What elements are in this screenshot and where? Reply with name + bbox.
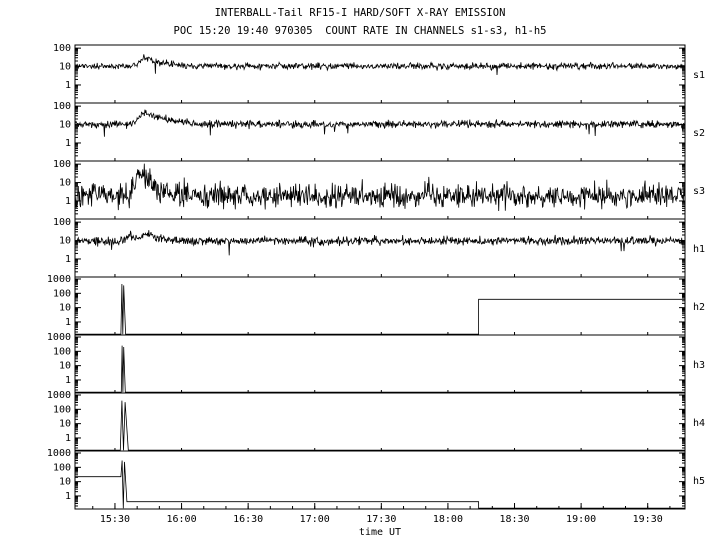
panel-frame-s3 — [74, 160, 686, 220]
ytick-label-s2: 100 — [53, 101, 71, 112]
series-s1 — [74, 54, 686, 76]
series-h5 — [75, 460, 685, 509]
ytick-label-h5: 1000 — [47, 448, 71, 459]
panel-frame-h3 — [74, 334, 686, 394]
ytick-label-h2: 1000 — [47, 274, 71, 285]
series-s2 — [74, 109, 686, 137]
ytick-label-h5: 100 — [53, 462, 71, 473]
ytick-label-h1: 1 — [65, 254, 71, 265]
ytick-label-h2: 10 — [59, 303, 71, 314]
series-h3 — [75, 345, 685, 393]
panel-frame-h2 — [74, 276, 686, 336]
panel-label-h4: h4 — [693, 418, 705, 429]
panel-frame-h1 — [74, 218, 686, 278]
ytick-label-h2: 1 — [65, 317, 71, 328]
xtick-label: 16:30 — [233, 514, 263, 525]
ytick-label-h4: 1000 — [47, 390, 71, 401]
ytick-label-h4: 10 — [59, 419, 71, 430]
ytick-label-h4: 100 — [53, 404, 71, 415]
panel-frame-s1 — [74, 44, 686, 104]
series-h2 — [75, 283, 685, 335]
ytick-label-h1: 100 — [53, 217, 71, 228]
ytick-label-h3: 1 — [65, 375, 71, 386]
xtick-label: 19:00 — [566, 514, 596, 525]
ytick-label-s3: 1 — [65, 196, 71, 207]
ytick-label-s1: 100 — [53, 43, 71, 54]
ytick-label-s3: 100 — [53, 159, 71, 170]
ytick-label-h4: 1 — [65, 433, 71, 444]
xtick-label: 15:30 — [100, 514, 130, 525]
panel-label-h2: h2 — [693, 302, 705, 313]
xtick-label: 18:30 — [499, 514, 529, 525]
ytick-label-h3: 100 — [53, 346, 71, 357]
page-title: INTERBALL-Tail RF15-I HARD/SOFT X-RAY EM… — [214, 7, 506, 19]
ytick-label-h5: 10 — [59, 477, 71, 488]
ytick-label-h5: 1 — [65, 491, 71, 502]
x-axis-label: time UT — [358, 527, 402, 538]
panel-frame-s2 — [74, 102, 686, 162]
xtick-label: 17:30 — [366, 514, 396, 525]
xtick-label: 16:00 — [166, 514, 196, 525]
ytick-label-h2: 100 — [53, 288, 71, 299]
panel-label-h5: h5 — [693, 476, 705, 487]
ytick-label-h3: 10 — [59, 361, 71, 372]
ytick-label-s3: 10 — [59, 178, 71, 189]
ytick-label-s2: 10 — [59, 120, 71, 131]
panel-label-h1: h1 — [693, 244, 705, 255]
panel-label-s1: s1 — [693, 70, 705, 81]
xtick-label: 18:00 — [433, 514, 463, 525]
series-h1 — [74, 230, 686, 256]
panel-frame-h4 — [74, 392, 686, 452]
xtick-label: 19:30 — [633, 514, 663, 525]
panel-label-s3: s3 — [693, 186, 705, 197]
page-subtitle: POC 15:20 19:40 970305 COUNT RATE IN CHA… — [173, 25, 547, 37]
ytick-label-s1: 10 — [59, 62, 71, 73]
ytick-label-h3: 1000 — [47, 332, 71, 343]
ytick-label-s1: 1 — [65, 80, 71, 91]
series-s3 — [74, 163, 686, 212]
series-h4 — [75, 400, 685, 451]
panel-label-s2: s2 — [693, 128, 705, 139]
panel-label-h3: h3 — [693, 360, 705, 371]
ytick-label-h1: 10 — [59, 236, 71, 247]
ytick-label-s2: 1 — [65, 138, 71, 149]
panel-frame-h5 — [74, 450, 686, 510]
xtick-label: 17:00 — [300, 514, 330, 525]
